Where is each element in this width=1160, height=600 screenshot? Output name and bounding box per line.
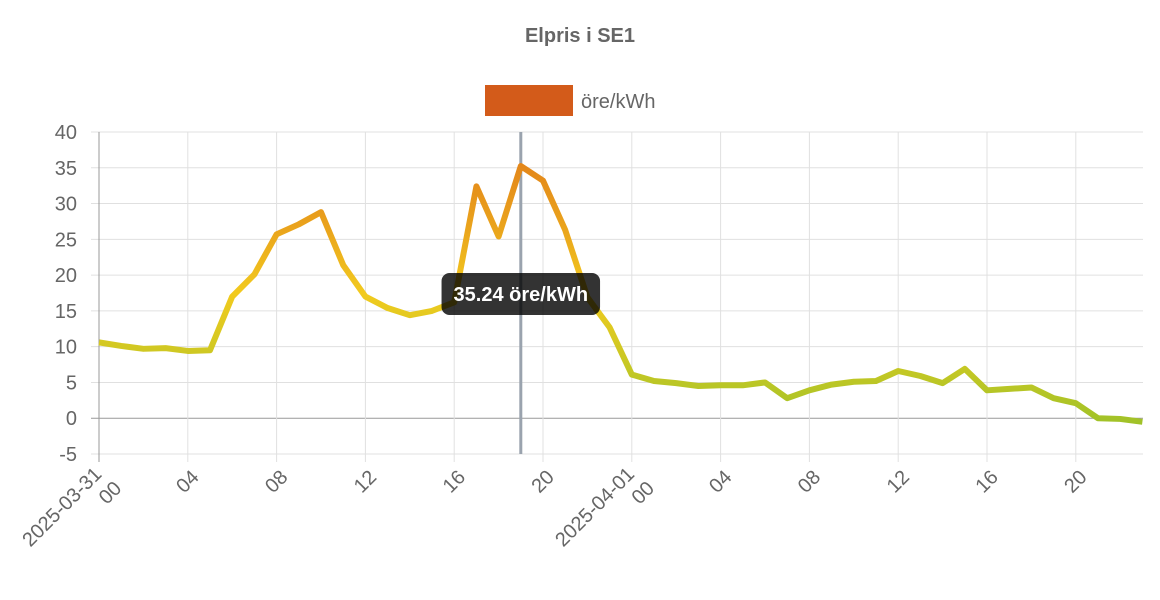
- x-tick-label: 16: [971, 466, 1002, 497]
- x-tick-label: 20: [527, 466, 558, 497]
- x-tick-label: 04: [705, 466, 736, 497]
- x-tick-label: 08: [261, 466, 292, 497]
- y-tick-label: 40: [55, 122, 77, 144]
- x-tick-label: 12: [350, 466, 381, 497]
- tooltip-box: [441, 273, 601, 315]
- x-tick-label: 2025-03-3100: [18, 461, 126, 569]
- y-tick-label: 5: [66, 372, 77, 394]
- y-tick-label: 25: [55, 229, 77, 251]
- y-tick-label: -5: [59, 444, 77, 466]
- y-tick-label: 35: [55, 158, 77, 180]
- y-tick-label: 10: [55, 337, 77, 359]
- y-tick-label: 20: [55, 265, 77, 287]
- y-tick-label: 0: [66, 408, 77, 430]
- x-tick-label: 20: [1060, 466, 1091, 497]
- tooltip-text: 35.24 öre/kWh: [454, 284, 589, 306]
- legend-swatch[interactable]: [485, 85, 573, 116]
- x-tick-label: 16: [439, 466, 470, 497]
- y-tick-label: 30: [55, 194, 77, 216]
- chart-title: Elpris i SE1: [525, 25, 635, 47]
- x-tick-label: 12: [883, 466, 914, 497]
- y-tick-label: 15: [55, 301, 77, 323]
- x-tick-label: 04: [172, 466, 203, 497]
- series-line: [98, 163, 1143, 425]
- legend-label[interactable]: öre/kWh: [581, 91, 655, 113]
- x-tick-label: 2025-04-0100: [551, 461, 659, 569]
- x-tick-label: 08: [794, 466, 825, 497]
